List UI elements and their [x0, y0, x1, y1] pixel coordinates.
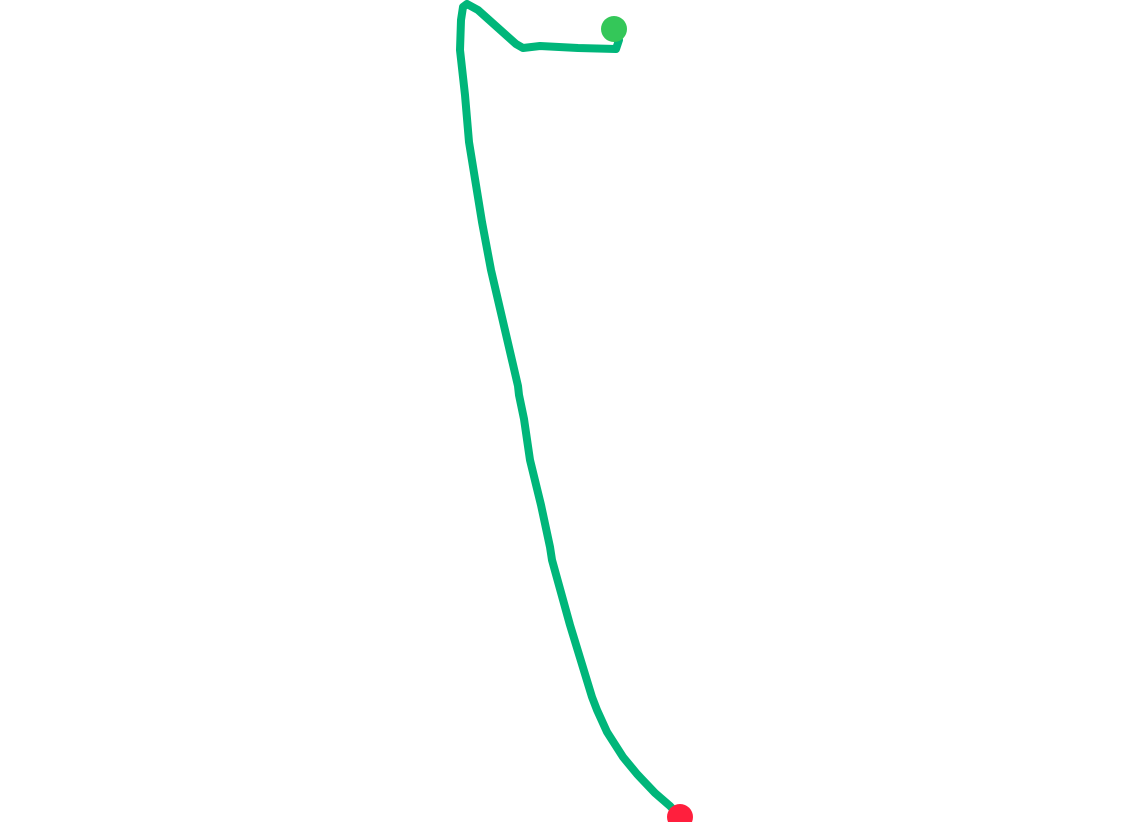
- route-path: [456, 0, 683, 820]
- end-marker[interactable]: [667, 804, 693, 822]
- start-marker[interactable]: [601, 16, 627, 42]
